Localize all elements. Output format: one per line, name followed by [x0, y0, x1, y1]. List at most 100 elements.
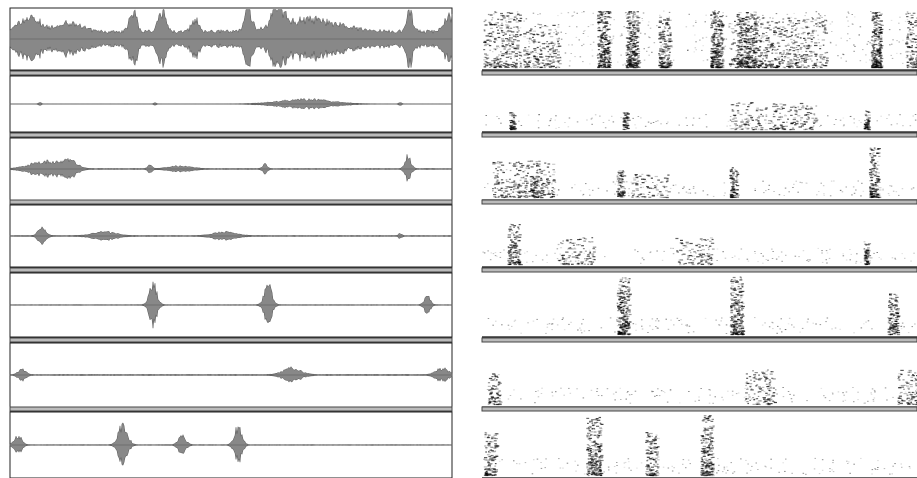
spectrogram-noise — [537, 14, 539, 15]
spectrogram-cell — [820, 57, 822, 58]
spectrogram-cell — [787, 61, 789, 62]
spectrogram-cell — [736, 185, 739, 186]
spectrogram-cell — [764, 119, 766, 120]
spectrogram-noise — [621, 35, 623, 36]
spectrogram-cell — [555, 49, 558, 50]
spectrogram-cell — [775, 67, 778, 68]
spectrogram-cell — [870, 194, 873, 195]
spectrogram-noise — [707, 59, 709, 60]
spectrogram-cell — [790, 123, 793, 124]
spectrogram-cell — [755, 48, 757, 49]
spectrogram-noise — [635, 128, 637, 129]
spectrogram-noise — [907, 65, 909, 66]
spectrogram-cell — [632, 195, 634, 196]
spectrogram-cell — [910, 66, 913, 67]
spectrogram-cell — [772, 106, 775, 107]
spectrogram-cell — [717, 45, 720, 46]
spectrogram-cell — [711, 260, 713, 261]
spectrogram-cell — [627, 25, 630, 26]
spectrogram-noise — [899, 114, 901, 115]
spectrogram-noise — [898, 195, 900, 196]
spectrogram-cell — [509, 256, 512, 257]
spectrogram-cell — [716, 44, 718, 45]
spectrogram-cell — [760, 52, 763, 53]
spectrogram-cell — [698, 256, 700, 257]
spectrogram-cell — [793, 50, 796, 51]
spectrogram-noise — [670, 41, 672, 42]
spectrogram-cell — [866, 111, 868, 112]
spectrogram-cell — [493, 58, 495, 59]
spectrogram-cell — [658, 27, 660, 28]
spectrogram-cell — [740, 49, 742, 50]
spectrogram-cell — [488, 14, 490, 15]
spectrogram-cell — [773, 126, 776, 127]
spectrogram-cell — [496, 57, 498, 58]
spectrogram-cell — [501, 188, 503, 189]
spectrogram-noise — [804, 22, 806, 23]
spectrogram-noise — [574, 56, 576, 57]
spectrogram-cell — [534, 181, 537, 182]
spectrogram-cell — [659, 35, 662, 36]
spectrogram-cell — [607, 65, 610, 66]
spectrogram-cell — [878, 156, 880, 157]
spectrogram-cell — [517, 32, 519, 33]
spectrogram-noise — [747, 14, 749, 15]
spectrogram-cell — [782, 108, 785, 109]
spectrogram-noise — [793, 43, 795, 44]
spectrogram-cell — [511, 37, 513, 38]
spectrogram-cell — [876, 152, 878, 153]
spectrogram-cell — [870, 177, 873, 178]
spectrogram-noise — [873, 253, 875, 254]
spectrogram-cell — [486, 55, 489, 56]
spectrogram-noise — [791, 34, 793, 35]
spectrogram-cell — [866, 244, 869, 245]
spectrogram-cell — [810, 35, 813, 36]
spectrogram-cell — [546, 58, 549, 59]
spectrogram-cell — [516, 15, 518, 16]
spectrogram-cell — [609, 62, 612, 63]
spectrogram-cell — [658, 53, 660, 54]
spectrogram-cell — [509, 48, 511, 49]
spectrogram-cell — [906, 57, 908, 58]
spectrogram-cell — [753, 29, 756, 30]
spectrogram-cell — [814, 19, 817, 20]
spectrogram-noise — [644, 194, 646, 195]
spectrogram-noise — [724, 195, 726, 196]
spectrogram-cell — [555, 67, 557, 68]
spectrogram-noise — [634, 124, 636, 125]
spectrogram-cell — [868, 118, 871, 119]
spectrogram-cell — [909, 34, 911, 35]
spectrogram-cell — [744, 38, 746, 39]
spectrogram-cell — [910, 32, 913, 33]
spectrogram-noise — [582, 195, 584, 196]
spectrogram-cell — [553, 66, 555, 67]
spectrogram-cell — [662, 49, 664, 50]
spectrogram-cell — [510, 170, 512, 171]
spectrogram-cell — [812, 67, 815, 68]
spectrogram-cell — [659, 21, 662, 22]
spectrogram-cell — [668, 38, 671, 39]
spectrogram-cell — [631, 193, 633, 194]
spectrogram-cell — [520, 180, 522, 181]
spectrogram-cell — [907, 27, 909, 28]
spectrogram-cell — [527, 49, 529, 50]
spectrogram-cell — [732, 61, 734, 62]
spectrogram-cell — [497, 167, 500, 168]
spectrogram-cell — [537, 179, 539, 180]
spectrogram-cell — [587, 264, 589, 265]
spectrogram-cell — [699, 247, 701, 248]
spectrogram-noise — [576, 26, 578, 27]
spectrogram-cell — [720, 56, 722, 57]
spectrogram-cell — [540, 57, 543, 58]
spectrogram-cell — [500, 19, 503, 20]
spectrogram-cell — [535, 194, 537, 195]
spectrogram-cell — [712, 239, 714, 240]
spectrogram-cell — [491, 66, 493, 67]
spectrogram-cell — [744, 34, 746, 35]
spectrogram-cell — [519, 163, 522, 164]
spectrogram-cell — [756, 33, 758, 34]
spectrogram-noise — [846, 61, 848, 62]
spectrogram-noise — [746, 121, 748, 122]
spectrogram-cell — [683, 245, 686, 246]
spectrogram-noise — [755, 253, 757, 254]
